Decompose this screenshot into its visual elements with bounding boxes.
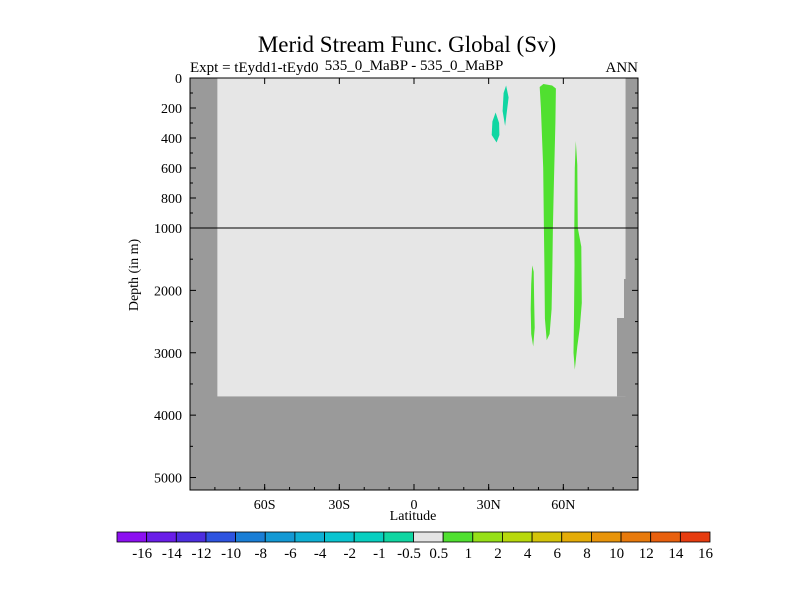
colorbar-label: -4 bbox=[314, 546, 327, 562]
y-tick-label: 400 bbox=[161, 132, 182, 147]
colorbar-swatch bbox=[175, 531, 207, 543]
colorbar-label: -6 bbox=[284, 546, 297, 562]
x-axis: 60S 30S 0 30N 60N bbox=[189, 78, 639, 513]
colorbar-swatch bbox=[531, 531, 563, 543]
colorbar-swatch bbox=[472, 531, 503, 543]
colorbar-label: -8 bbox=[255, 546, 268, 562]
colorbar-label: 12 bbox=[639, 546, 654, 562]
colorbar-label: 6 bbox=[554, 546, 562, 562]
colorbar-swatch bbox=[561, 531, 592, 543]
y-tick-label: 800 bbox=[161, 192, 182, 207]
colorbar-swatch bbox=[591, 531, 622, 543]
x-tick-label: 60N bbox=[551, 498, 575, 513]
colorbar-swatch bbox=[620, 531, 652, 543]
colorbar-label: 4 bbox=[524, 546, 532, 562]
contour-region-positive-4 bbox=[573, 141, 582, 370]
colorbar-swatch bbox=[413, 531, 444, 543]
colorbar-label: -12 bbox=[192, 546, 212, 562]
colorbar-swatch bbox=[205, 531, 236, 543]
colorbar-swatch bbox=[235, 531, 266, 543]
x-tick-label: 30S bbox=[328, 498, 350, 513]
colorbar-swatch bbox=[294, 531, 325, 543]
contour-region-positive-3 bbox=[539, 84, 556, 341]
colorbar-label: -16 bbox=[132, 546, 152, 562]
colorbar-swatch bbox=[264, 531, 296, 543]
colorbar-swatch bbox=[324, 531, 355, 543]
y-tick-label: 1000 bbox=[154, 222, 182, 237]
colorbar-label: 16 bbox=[698, 546, 714, 562]
colorbar-label: 0.5 bbox=[429, 546, 448, 562]
chart-title: Merid Stream Func. Global (Sv) bbox=[258, 32, 556, 57]
subtitle-season: ANN bbox=[606, 60, 639, 76]
colorbar: -16 -14 -12 -10 -8 -6 -4 -2 -1 -0.5 0.5 1 2 4 6 8 10 12 14… bbox=[116, 531, 714, 562]
colorbar-label: -2 bbox=[344, 546, 357, 562]
colorbar-label: -1 bbox=[373, 546, 386, 562]
land-step bbox=[617, 279, 632, 397]
x-tick-label: 0 bbox=[411, 498, 418, 513]
x-tick-label: 60S bbox=[254, 498, 276, 513]
y-tick-label: 5000 bbox=[154, 472, 182, 487]
y-axis: 0 200 400 600 800 1000 2000 3000 4000 5000 bbox=[154, 72, 638, 487]
subtitle-period: 535_0_MaBP - 535_0_MaBP bbox=[325, 58, 504, 74]
y-tick-label: 600 bbox=[161, 162, 182, 177]
subtitle-experiment: Expt = tEydd1-tEyd0 bbox=[190, 60, 318, 76]
colorbar-swatch bbox=[650, 531, 681, 543]
colorbar-swatch bbox=[442, 531, 474, 543]
colorbar-swatch bbox=[353, 531, 385, 543]
colorbar-swatch bbox=[383, 531, 414, 543]
y-axis-label: Depth (in m) bbox=[127, 239, 142, 312]
contour-region-negative-1 bbox=[502, 85, 509, 126]
x-axis-label: Latitude bbox=[390, 509, 437, 524]
x-tick-label: 30N bbox=[477, 498, 501, 513]
colorbar-label: 1 bbox=[465, 546, 473, 562]
contour-region-negative-2 bbox=[491, 112, 500, 143]
colorbar-label: 10 bbox=[609, 546, 624, 562]
colorbar-label: 14 bbox=[668, 546, 684, 562]
colorbar-swatch bbox=[146, 531, 177, 543]
y-tick-label: 2000 bbox=[154, 284, 182, 299]
colorbar-swatch bbox=[502, 531, 533, 543]
y-tick-label: 200 bbox=[161, 102, 182, 117]
colorbar-swatch bbox=[679, 531, 711, 543]
contour-region-positive-5 bbox=[530, 265, 535, 347]
y-tick-label: 4000 bbox=[154, 409, 182, 424]
plot-area bbox=[189, 77, 639, 491]
y-tick-label: 0 bbox=[175, 72, 182, 87]
colorbar-label: -0.5 bbox=[397, 546, 421, 562]
colorbar-label: 2 bbox=[494, 546, 502, 562]
colorbar-label: -10 bbox=[221, 546, 241, 562]
y-tick-label: 3000 bbox=[154, 347, 182, 362]
colorbar-label: -14 bbox=[162, 546, 182, 562]
colorbar-label: 8 bbox=[583, 546, 591, 562]
ocean-area bbox=[217, 78, 626, 397]
colorbar-swatch bbox=[116, 531, 148, 543]
